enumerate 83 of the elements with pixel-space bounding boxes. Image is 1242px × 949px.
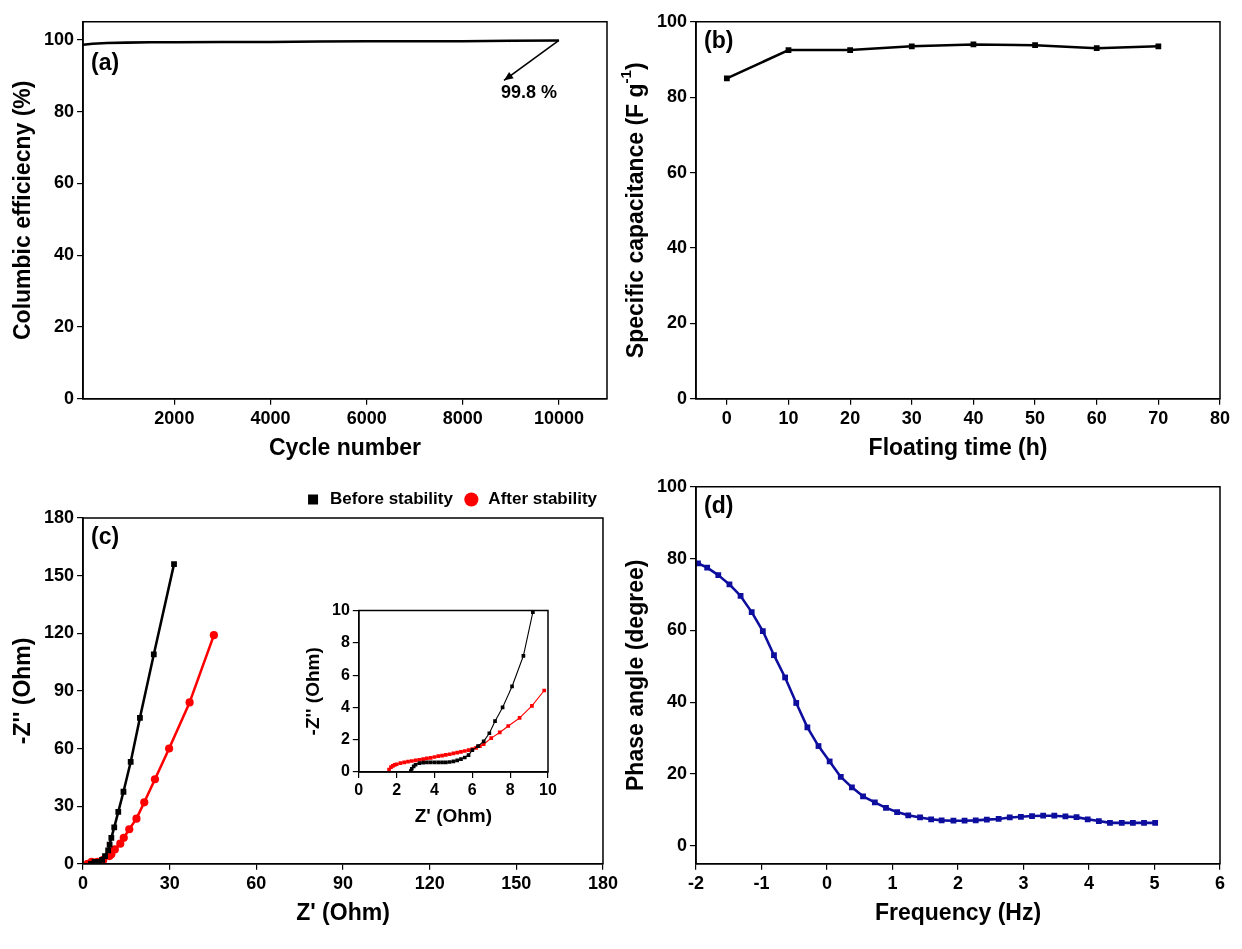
chart-title: (d) [704,491,734,518]
x-tick-label: 70 [1148,407,1169,428]
y-tick-label: 10 [332,601,350,619]
x-tick-label: 8 [505,781,515,799]
y-axis-title: Specific capacitance (F g-1) [617,62,648,359]
x-tick-label: 50 [1025,407,1046,428]
y-tick-label: 40 [667,236,688,257]
x-tick-label: 2 [392,781,402,799]
x-tick-label: 20 [840,407,861,428]
x-tick-label: 60 [1086,407,1107,428]
x-tick-label: 4000 [250,407,291,428]
y-tick-label: 0 [677,387,688,408]
y-tick-label: 100 [656,10,688,31]
y-tick-label: 20 [667,763,688,784]
y-tick-label: 4 [340,697,350,715]
x-tick-label: 0 [78,872,89,893]
y-tick-label: 80 [54,100,75,121]
x-tick-label: 30 [159,872,180,893]
y-tick-label: 90 [54,679,75,700]
chart-title: (c) [91,522,120,549]
x-tick-label: 10000 [533,407,584,428]
x-tick-label: 0 [354,781,364,799]
y-tick-label: 60 [667,619,688,640]
x-tick-label: 40 [963,407,984,428]
y-tick-label: 2 [340,730,350,748]
x-tick-label: 4 [1084,872,1095,893]
y-tick-label: 100 [656,475,688,496]
y-tick-label: 60 [667,161,688,182]
x-tick-label: 150 [501,872,532,893]
y-tick-label: 8 [340,633,350,651]
x-axis-title: Cycle number [268,433,422,460]
x-tick-label: 4 [430,781,440,799]
y-tick-label: 120 [43,622,75,643]
x-tick-label: 10 [539,781,557,799]
y-tick-label: 180 [43,506,75,527]
x-axis-title: Z' (Ohm) [414,804,493,826]
annotation: 99.8 % [500,82,557,103]
x-tick-label: 180 [587,872,619,893]
x-tick-label: 0 [822,872,833,893]
x-tick-label: 6 [1214,872,1226,893]
chart-title: (b) [704,26,734,53]
x-tick-label: 10 [778,407,799,428]
y-tick-label: 60 [54,737,75,758]
x-axis-title: Floating time (h) [868,433,1048,460]
y-tick-label: 60 [54,172,75,193]
y-tick-label: 40 [54,244,75,265]
legend-label: Before stability [330,489,454,509]
y-axis-title: -Z'' (Ohm) [301,647,323,736]
x-axis-title: Frequency (Hz) [874,898,1042,925]
x-tick-label: 6 [467,781,477,799]
y-tick-label: 0 [340,762,350,780]
y-tick-label: 0 [64,852,75,873]
x-tick-label: 80 [1209,407,1231,428]
x-tick-label: 2000 [154,407,195,428]
y-tick-label: 80 [667,86,688,107]
y-tick-label: 0 [677,834,688,855]
y-tick-label: 20 [54,315,75,336]
x-tick-label: 2 [953,872,964,893]
x-tick-label: -1 [753,872,770,893]
y-axis-title: Columbic efficiecny (%) [8,80,35,341]
y-tick-label: 6 [340,665,350,683]
y-tick-label: 80 [667,547,688,568]
x-tick-label: 30 [901,407,922,428]
x-tick-label: 5 [1149,872,1160,893]
x-tick-label: 6000 [346,407,387,428]
y-tick-label: 20 [667,312,688,333]
x-tick-label: 60 [246,872,267,893]
y-axis-title: Phase angle (degree) [621,559,648,791]
x-tick-label: 1 [887,872,898,893]
x-tick-label: 3 [1018,872,1029,893]
x-tick-label: -2 [688,872,705,893]
y-tick-label: 30 [54,795,75,816]
y-tick-label: 100 [43,28,75,49]
y-axis-title: -Z'' (Ohm) [8,637,35,745]
y-tick-label: 40 [667,691,688,712]
legend-label: After stability [488,489,598,509]
y-tick-label: 150 [43,564,75,585]
x-axis-title: Z' (Ohm) [296,898,390,925]
x-tick-label: 0 [721,407,732,428]
y-tick-label: 0 [64,387,75,408]
x-tick-label: 8000 [442,407,483,428]
x-tick-label: 120 [414,872,445,893]
text: (a) [91,48,120,75]
